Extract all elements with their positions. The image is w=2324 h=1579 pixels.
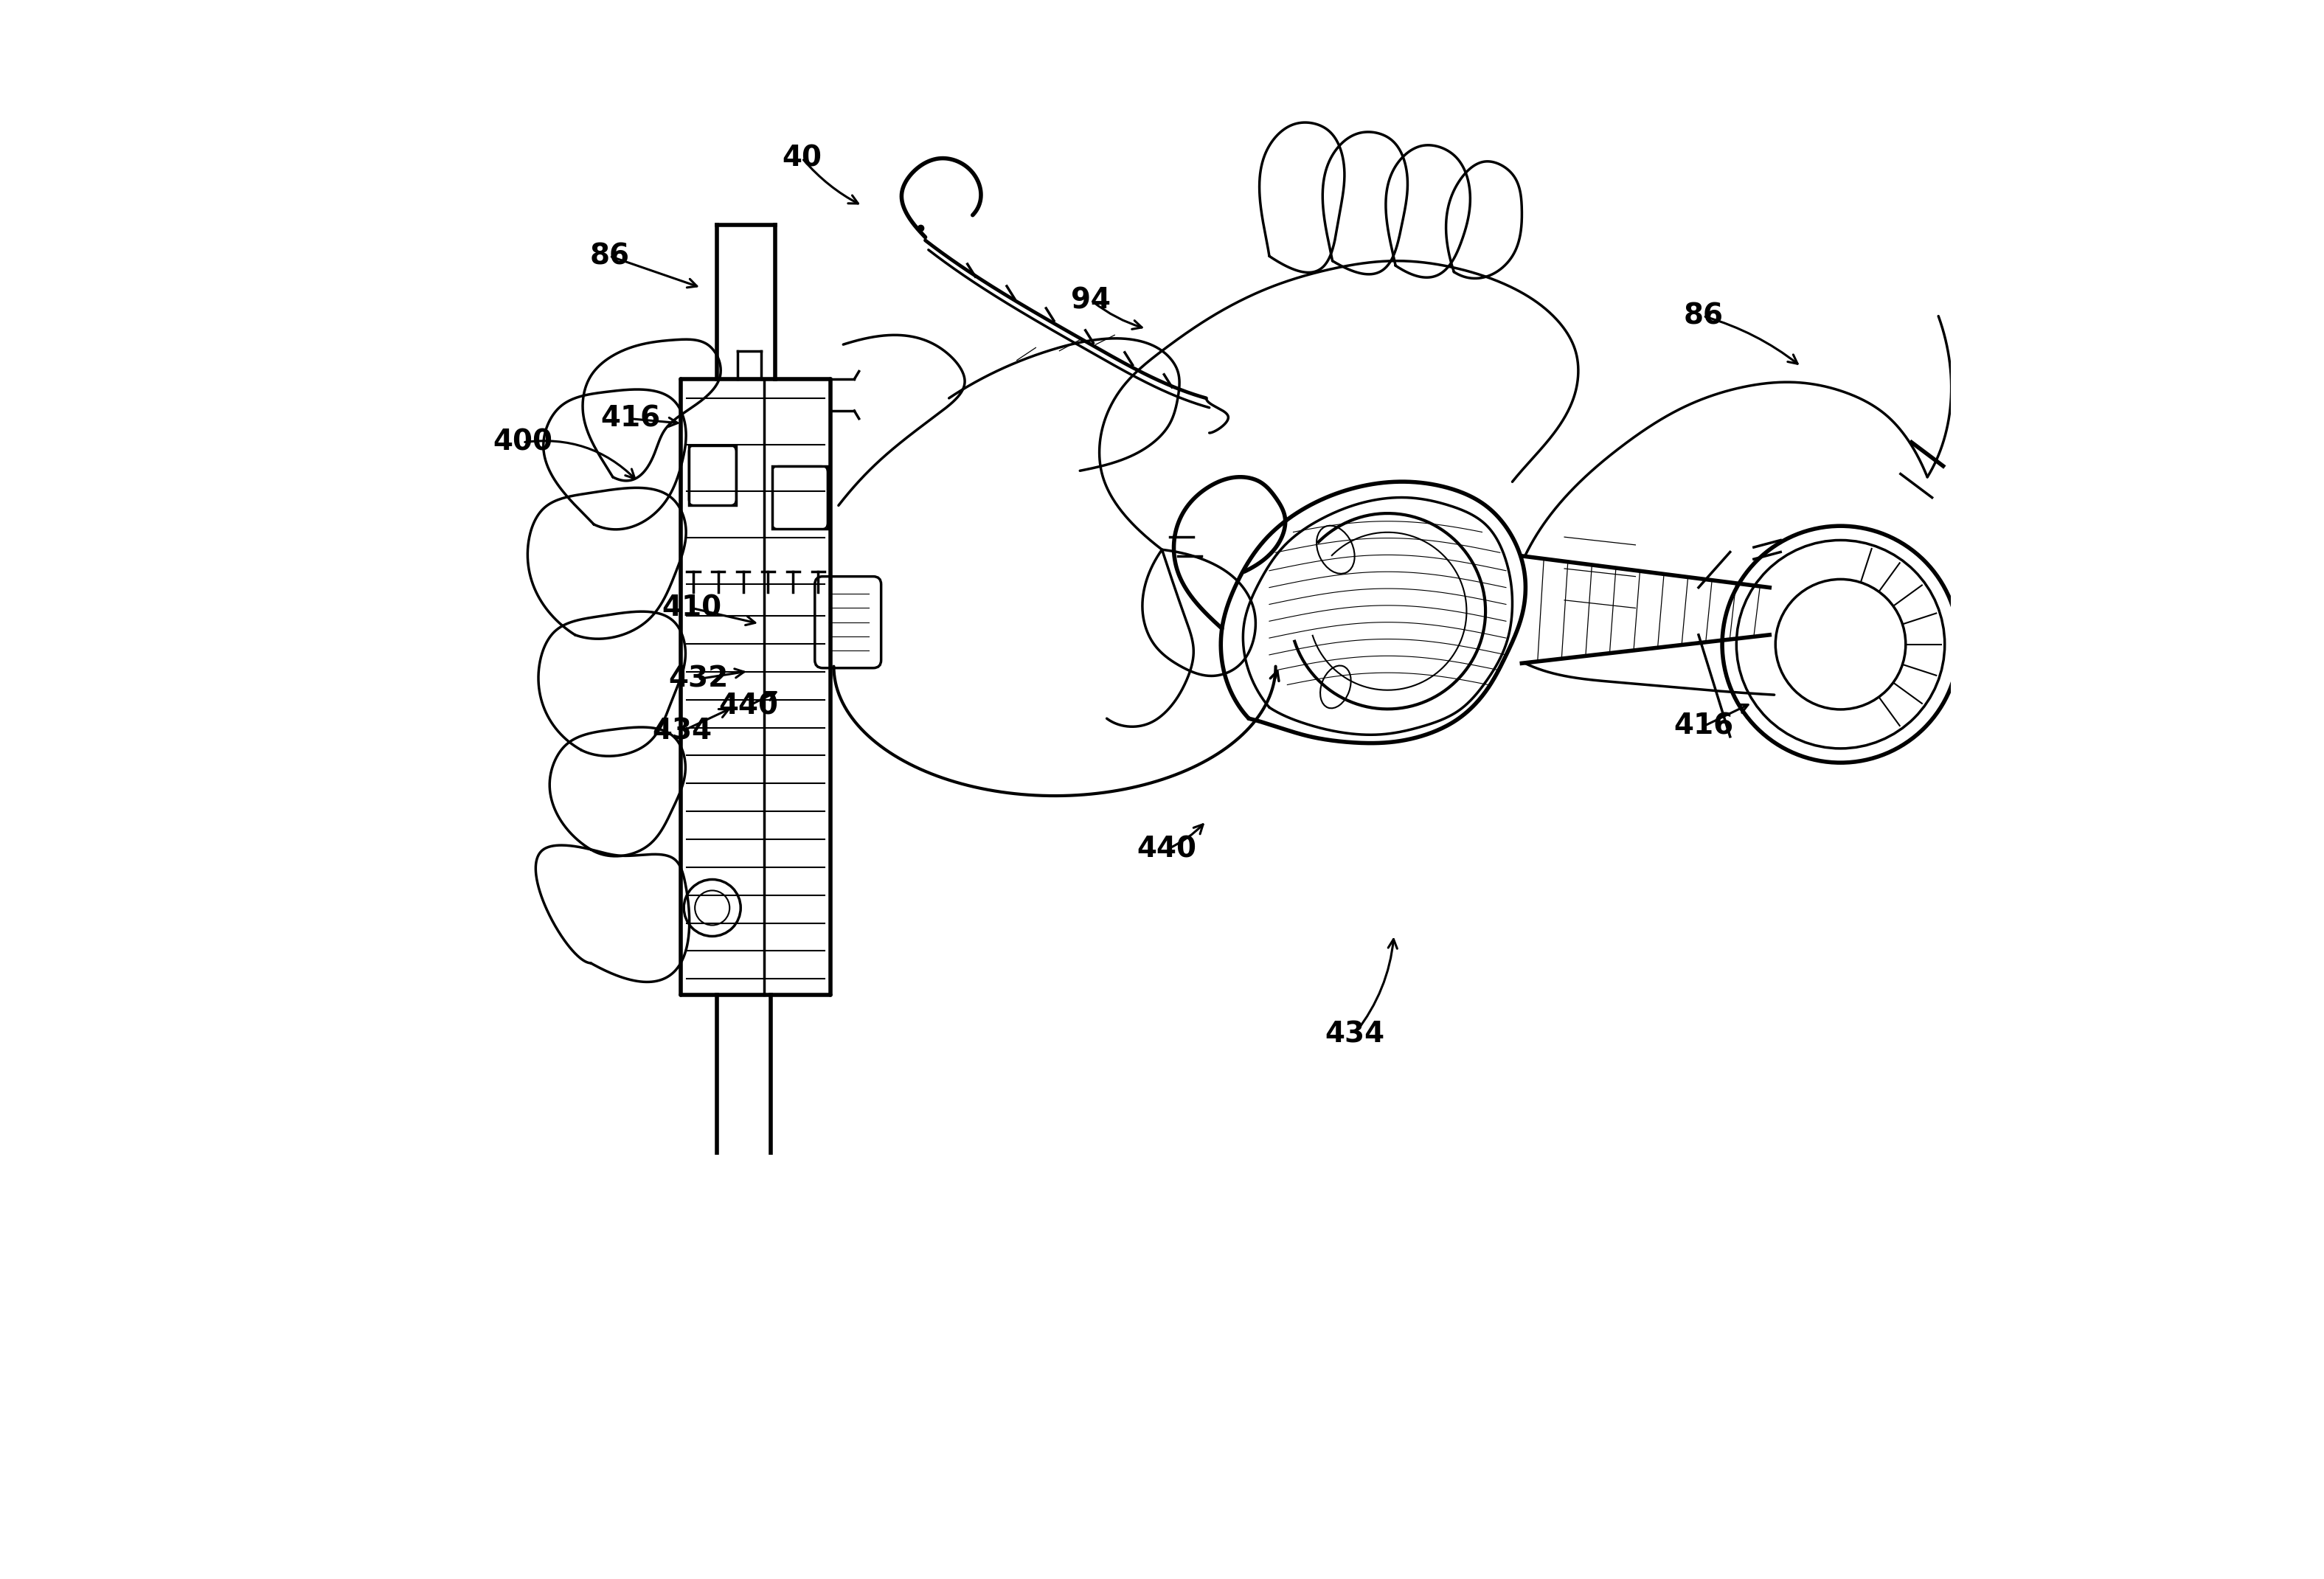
Text: 86: 86 — [590, 242, 630, 270]
Text: 40: 40 — [783, 144, 823, 172]
Text: 86: 86 — [1683, 302, 1722, 330]
Text: 432: 432 — [667, 665, 727, 693]
Bar — [688, 445, 737, 505]
Text: 410: 410 — [662, 594, 723, 622]
Text: 440: 440 — [718, 692, 779, 720]
Text: 400: 400 — [493, 428, 553, 456]
Text: 416: 416 — [1673, 712, 1734, 741]
Text: 416: 416 — [600, 404, 660, 433]
Text: 440: 440 — [1136, 835, 1197, 864]
Text: 434: 434 — [1325, 1020, 1385, 1048]
Text: 94: 94 — [1071, 286, 1111, 314]
Text: 434: 434 — [653, 717, 711, 745]
FancyBboxPatch shape — [816, 576, 881, 668]
Bar — [772, 466, 827, 529]
